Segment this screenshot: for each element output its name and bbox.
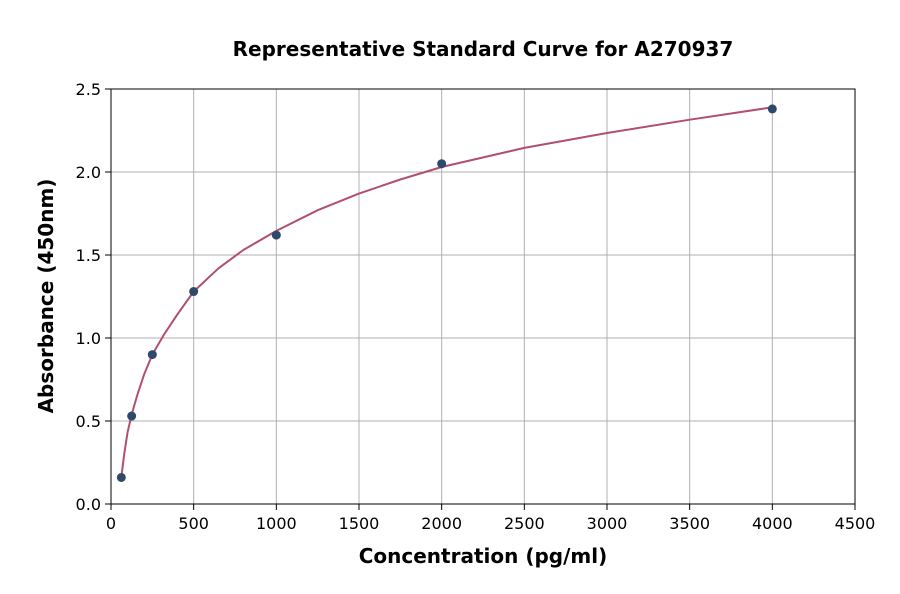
x-axis-label: Concentration (pg/ml) <box>359 544 608 568</box>
y-tick-label: 1.0 <box>76 329 101 348</box>
series-layer <box>116 104 777 482</box>
data-point <box>271 230 281 240</box>
tick-layer: 0 500 1000 1500 2000 2500 3000 3500 4000 4500 0.0 0… <box>76 80 876 533</box>
y-tick-label: 0.0 <box>76 495 101 514</box>
y-axis-label: Absorbance (450nm) <box>34 179 58 414</box>
data-point <box>147 350 157 360</box>
data-point <box>116 472 126 482</box>
data-point <box>127 411 137 421</box>
x-tick-label: 3500 <box>669 514 710 533</box>
x-tick-label: 4500 <box>835 514 876 533</box>
x-tick-label: 3000 <box>587 514 628 533</box>
x-tick-label: 1500 <box>339 514 380 533</box>
y-tick-label: 0.5 <box>76 412 101 431</box>
data-point <box>437 159 447 169</box>
x-tick-label: 500 <box>178 514 209 533</box>
fit-curve-line <box>120 106 773 478</box>
y-tick-label: 2.5 <box>76 80 101 99</box>
chart-title: Representative Standard Curve for A27093… <box>233 37 734 61</box>
x-tick-label: 0 <box>106 514 116 533</box>
x-tick-label: 2500 <box>504 514 545 533</box>
plot-frame <box>110 88 856 505</box>
x-tick-label: 4000 <box>752 514 793 533</box>
grid-layer <box>111 89 855 504</box>
data-point <box>189 287 199 297</box>
data-point <box>767 104 777 114</box>
x-tick-label: 2000 <box>421 514 462 533</box>
y-tick-label: 1.5 <box>76 246 101 265</box>
y-tick-label: 2.0 <box>76 163 101 182</box>
x-tick-label: 1000 <box>256 514 297 533</box>
